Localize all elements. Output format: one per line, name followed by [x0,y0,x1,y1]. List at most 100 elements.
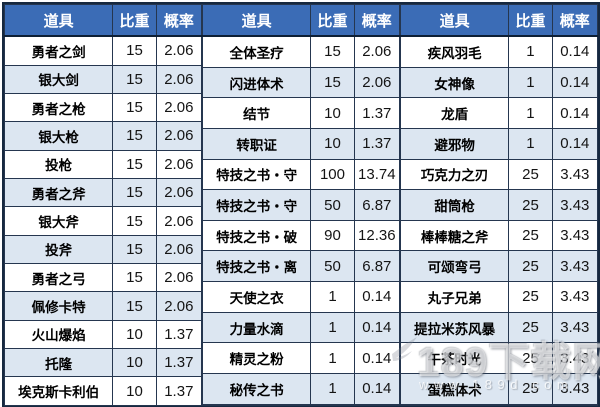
cell-probability: 3.43 [551,372,598,405]
cell-probability: 3.43 [551,342,598,374]
table-row: 投枪 15 2.06 [3,149,202,179]
cell-item: 精灵之粉 [201,342,312,374]
cell-weight: 25 [508,158,553,191]
cell-item: 天使之衣 [201,281,312,313]
table-row: 转职证 10 1.37 [201,128,400,160]
cell-weight: 10 [310,97,355,130]
cell-probability: 6.87 [353,189,400,221]
table-row: 避邪物 1 0.14 [399,128,598,160]
cell-weight: 1 [508,35,553,68]
table-row: 银大枪 15 2.06 [3,121,202,151]
cell-weight: 10 [112,348,157,378]
header-row: 道具 比重 概率 [201,4,400,37]
header-item: 道具 [201,4,312,37]
header-probability: 概率 [155,4,202,37]
cell-weight: 1 [310,281,355,313]
table-row: 午茶时光 25 3.43 [399,342,598,374]
cell-weight: 25 [508,372,553,405]
cell-item: 可颂弯弓 [399,250,510,283]
cell-item: 投斧 [3,234,114,265]
cell-item: 蛋糕体术 [399,372,510,405]
cell-item: 提拉米苏风暴 [399,311,510,344]
cell-probability: 2.06 [155,149,202,179]
table-row: 特技之书・守 100 13.74 [201,158,400,191]
cell-weight: 15 [112,291,157,321]
drop-table-group-1: 道具 比重 概率 勇者之剑 15 2.06 银大剑 15 2.06 勇者之枪 15 2.06 银大… [3,4,202,406]
cell-weight: 25 [508,342,553,374]
table-row: 银大斧 15 2.06 [3,206,202,236]
cell-probability: 0.14 [353,372,400,405]
cell-weight: 15 [112,92,157,123]
cell-probability: 1.37 [353,128,400,160]
cell-probability: 3.43 [551,250,598,283]
table-row: 埃克斯卡利伯 10 1.37 [3,376,202,406]
cell-probability: 3.43 [551,311,598,344]
cell-weight: 15 [112,263,157,293]
cell-probability: 0.14 [353,281,400,313]
header-probability: 概率 [353,4,400,37]
cell-probability: 12.36 [353,219,400,252]
cell-item: 勇者之枪 [3,92,114,123]
cell-item: 特技之书・守 [201,189,312,221]
header-weight: 比重 [508,4,553,37]
cell-probability: 2.06 [155,64,202,94]
table-row: 勇者之枪 15 2.06 [3,92,202,123]
cell-item: 勇者之剑 [3,35,114,66]
cell-weight: 100 [310,158,355,191]
cell-probability: 6.87 [353,250,400,283]
cell-item: 疾风羽毛 [399,35,510,68]
cell-probability: 2.06 [155,234,202,265]
cell-weight: 25 [508,219,553,252]
table-row [399,403,598,407]
cell-weight: 1 [508,128,553,160]
cell-weight: 15 [112,64,157,94]
cell-weight: 15 [112,177,157,208]
cell-item: 龙盾 [399,97,510,130]
cell-probability: 3.43 [551,189,598,221]
cell-probability: 2.06 [155,92,202,123]
cell-item: 棒棒糖之斧 [399,219,510,252]
cell-item: 火山爆焰 [3,319,114,350]
cell-probability: 1.37 [155,376,202,406]
cell-weight: 15 [112,35,157,66]
table-row: 疾风羽毛 1 0.14 [399,35,598,68]
cell-weight: 10 [310,128,355,160]
cell-item [201,403,312,407]
cell-probability: 0.14 [551,97,598,130]
cell-probability: 2.06 [353,66,400,99]
table-row: 甜筒枪 25 3.43 [399,189,598,221]
table-row: 特技之书・守 50 6.87 [201,189,400,221]
table-row: 火山爆焰 10 1.37 [3,319,202,350]
cell-item: 午茶时光 [399,342,510,374]
table-row: 提拉米苏风暴 25 3.43 [399,311,598,344]
table-row: 蛋糕体术 25 3.43 [399,372,598,405]
cell-weight: 15 [112,234,157,265]
cell-weight: 1 [508,66,553,99]
table-row: 闪进体术 15 2.06 [201,66,400,99]
table-row: 投斧 15 2.06 [3,234,202,265]
header-weight: 比重 [112,4,157,37]
cell-probability: 2.06 [353,35,400,68]
cell-item: 勇者之弓 [3,263,114,293]
table-row: 结节 10 1.37 [201,97,400,130]
header-weight: 比重 [310,4,355,37]
cell-probability: 0.14 [551,128,598,160]
cell-weight: 50 [310,250,355,283]
cell-weight: 15 [112,121,157,151]
table-row: 勇者之弓 15 2.06 [3,263,202,293]
cell-item: 甜筒枪 [399,189,510,221]
cell-item: 银大斧 [3,206,114,236]
drop-table-group-2: 道具 比重 概率 全体圣疗 15 2.06 闪进体术 15 2.06 结节 10 1.37 转职证… [201,4,400,407]
cell-weight: 15 [310,35,355,68]
cell-probability [551,403,598,407]
cell-item: 巧克力之刃 [399,158,510,191]
table-row: 龙盾 1 0.14 [399,97,598,130]
cell-probability: 2.06 [155,263,202,293]
table-row: 特技之书・离 50 6.87 [201,250,400,283]
cell-weight: 15 [310,66,355,99]
cell-item: 结节 [201,97,312,130]
cell-weight: 1 [508,97,553,130]
header-item: 道具 [3,4,114,37]
cell-weight: 10 [112,376,157,406]
cell-probability: 0.14 [551,35,598,68]
